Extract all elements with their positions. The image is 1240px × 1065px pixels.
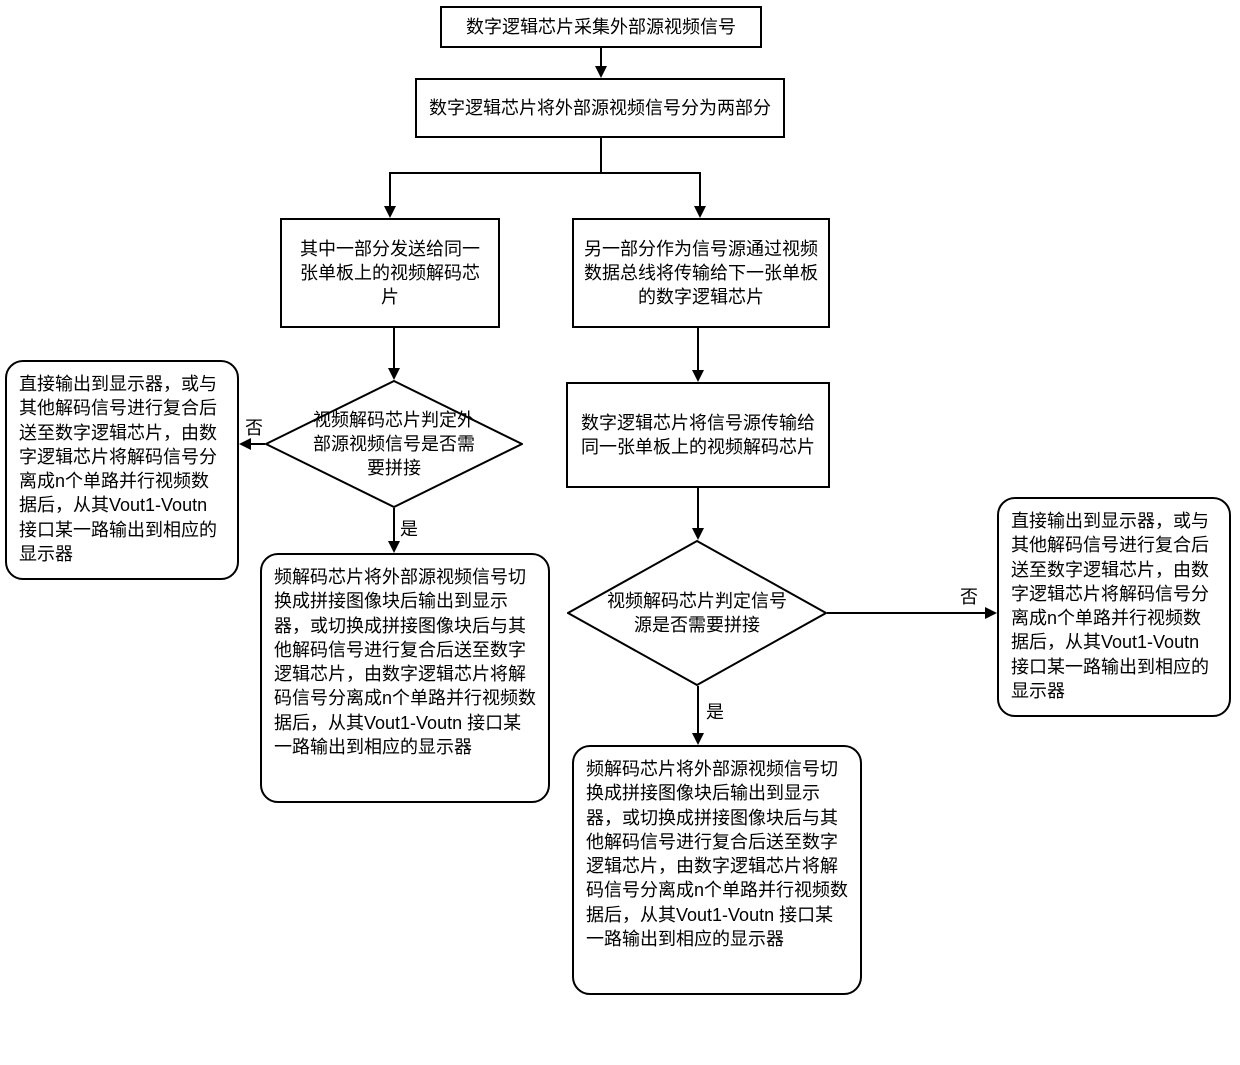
node-n3: 其中一部分发送给同一张单板上的视频解码芯片 xyxy=(280,218,500,328)
edge-d2-yes xyxy=(697,686,699,733)
node-n3-text: 其中一部分发送给同一张单板上的视频解码芯片 xyxy=(292,237,488,310)
node-n5-text: 数字逻辑芯片将信号源传输给同一张单板上的视频解码芯片 xyxy=(578,411,818,460)
edge-n3-d1 xyxy=(393,328,395,368)
terminal-r1-text: 直接输出到显示器，或与其他解码信号进行复合后送至数字逻辑芯片，由数字逻辑芯片将解… xyxy=(19,372,225,566)
terminal-r3-text: 直接输出到显示器，或与其他解码信号进行复合后送至数字逻辑芯片，由数字逻辑芯片将解… xyxy=(1011,509,1217,703)
terminal-r3: 直接输出到显示器，或与其他解码信号进行复合后送至数字逻辑芯片，由数字逻辑芯片将解… xyxy=(997,497,1231,717)
terminal-r2: 频解码芯片将外部源视频信号切换成拼接图像块后输出到显示器，或切换成拼接图像块后与… xyxy=(260,553,550,803)
edge-d1-no xyxy=(251,443,265,445)
edge-n5-d2 xyxy=(697,488,699,528)
edge-n1-n2-head xyxy=(595,66,607,78)
edge-split-h xyxy=(389,172,699,174)
node-n1-text: 数字逻辑芯片采集外部源视频信号 xyxy=(466,15,736,39)
edge-n1-n2 xyxy=(600,48,602,66)
edge-split-left-v xyxy=(389,172,391,206)
edge-n2-split-v xyxy=(600,138,602,172)
terminal-r4: 频解码芯片将外部源视频信号切换成拼接图像块后输出到显示器，或切换成拼接图像块后与… xyxy=(572,745,862,995)
decision-d1-text: 视频解码芯片判定外部源视频信号是否需要拼接 xyxy=(305,408,483,481)
node-n4: 另一部分作为信号源通过视频数据总线将传输给下一张单板的数字逻辑芯片 xyxy=(572,218,830,328)
edge-d2-yes-head xyxy=(692,733,704,745)
terminal-r4-text: 频解码芯片将外部源视频信号切换成拼接图像块后输出到显示器，或切换成拼接图像块后与… xyxy=(586,757,848,951)
edge-d1-yes-head xyxy=(388,541,400,553)
node-n2-text: 数字逻辑芯片将外部源视频信号分为两部分 xyxy=(429,96,771,120)
edge-n4-n5 xyxy=(697,328,699,370)
edge-n4-n5-head xyxy=(692,370,704,382)
label-d1-no: 否 xyxy=(245,416,263,440)
edge-n3-d1-head xyxy=(388,368,400,380)
decision-d2-text: 视频解码芯片判定信号源是否需要拼接 xyxy=(607,589,787,638)
label-d2-no: 否 xyxy=(960,585,978,609)
edge-d2-no xyxy=(827,612,985,614)
edge-d1-yes xyxy=(393,508,395,541)
terminal-r1: 直接输出到显示器，或与其他解码信号进行复合后送至数字逻辑芯片，由数字逻辑芯片将解… xyxy=(5,360,239,580)
edge-d2-no-head xyxy=(985,607,997,619)
decision-d2: 视频解码芯片判定信号源是否需要拼接 xyxy=(567,540,827,686)
edge-n5-d2-head xyxy=(692,528,704,540)
node-n5: 数字逻辑芯片将信号源传输给同一张单板上的视频解码芯片 xyxy=(566,382,830,488)
node-n1: 数字逻辑芯片采集外部源视频信号 xyxy=(440,6,762,48)
edge-split-right-v xyxy=(699,172,701,206)
label-d2-yes: 是 xyxy=(706,700,724,724)
node-n2: 数字逻辑芯片将外部源视频信号分为两部分 xyxy=(415,78,785,138)
label-d1-yes: 是 xyxy=(400,517,418,541)
edge-split-left-head xyxy=(384,206,396,218)
terminal-r2-text: 频解码芯片将外部源视频信号切换成拼接图像块后输出到显示器，或切换成拼接图像块后与… xyxy=(274,565,536,759)
edge-split-right-head xyxy=(694,206,706,218)
decision-d1: 视频解码芯片判定外部源视频信号是否需要拼接 xyxy=(265,380,523,508)
node-n4-text: 另一部分作为信号源通过视频数据总线将传输给下一张单板的数字逻辑芯片 xyxy=(584,237,818,310)
